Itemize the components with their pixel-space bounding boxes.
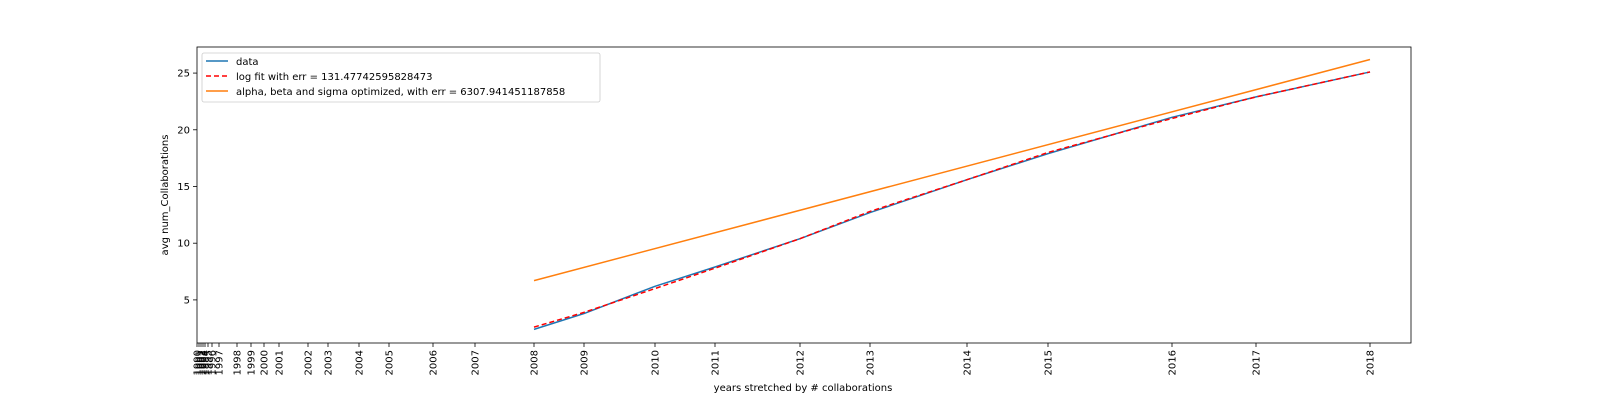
- x-tick-label-1996: 1996: [208, 350, 219, 375]
- x-tick-label-2009: 2009: [580, 350, 591, 375]
- x-tick-label-1993: 1993: [199, 350, 210, 375]
- x-tick-label-1991: 1991: [195, 350, 206, 375]
- x-tick-label-1999: 1999: [247, 350, 258, 375]
- y-tick-label-5: 5: [184, 295, 190, 306]
- y-tick-label-25: 25: [177, 69, 190, 80]
- x-tick-label-2017: 2017: [1252, 350, 1263, 375]
- x-tick-label-2000: 2000: [260, 350, 271, 375]
- x-axis-label: years stretched by # collaborations: [714, 383, 893, 394]
- x-tick-label-1997: 1997: [215, 350, 226, 375]
- x-tick-label-2008: 2008: [530, 350, 541, 375]
- x-tick-label-2005: 2005: [385, 350, 396, 375]
- x-tick-label-2010: 2010: [651, 350, 662, 375]
- x-tick-label-2001: 2001: [275, 350, 286, 375]
- plot-lines: [533, 58, 1371, 331]
- plot-frame: [196, 46, 1412, 344]
- x-tick-label-1994: 1994: [201, 350, 212, 375]
- y-tick-label-15: 15: [177, 182, 190, 193]
- x-tick-label-1990: 1990: [193, 350, 204, 375]
- y-tick-label-20: 20: [177, 125, 190, 136]
- x-tick-label-2015: 2015: [1044, 350, 1055, 375]
- series-line-log-fit: [533, 71, 1371, 328]
- x-tick-label-2014: 2014: [963, 350, 974, 375]
- x-tick-label-1995: 1995: [204, 350, 215, 375]
- series-line-data: [533, 71, 1371, 331]
- x-tick-label-2003: 2003: [324, 350, 335, 375]
- x-tick-label-2006: 2006: [429, 350, 440, 375]
- x-tick-label-2016: 2016: [1168, 350, 1179, 375]
- y-tick-label-10: 10: [177, 239, 190, 250]
- y-axis-ticks: 5 10 15 20 25: [177, 69, 197, 306]
- legend-label-log-fit: log fit with err = 131.47742595828473: [236, 72, 433, 83]
- legend: data log fit with err = 131.477425958284…: [201, 52, 601, 103]
- series-line-optimized: [533, 58, 1371, 282]
- legend-label-data: data: [236, 57, 259, 68]
- x-tick-label-2013: 2013: [866, 350, 877, 375]
- x-tick-label-1992: 1992: [197, 350, 208, 375]
- x-tick-label-1998: 1998: [233, 350, 244, 375]
- y-axis-label: avg num_Collaborations: [160, 135, 171, 256]
- x-tick-label-2004: 2004: [355, 350, 366, 375]
- legend-box: [201, 52, 601, 103]
- x-tick-label-2007: 2007: [471, 350, 482, 375]
- legend-label-optimized: alpha, beta and sigma optimized, with er…: [236, 87, 565, 98]
- x-tick-label-2011: 2011: [711, 350, 722, 375]
- x-tick-label-2012: 2012: [796, 350, 807, 375]
- x-tick-label-2002: 2002: [304, 350, 315, 375]
- x-tick-label-2018: 2018: [1366, 350, 1377, 375]
